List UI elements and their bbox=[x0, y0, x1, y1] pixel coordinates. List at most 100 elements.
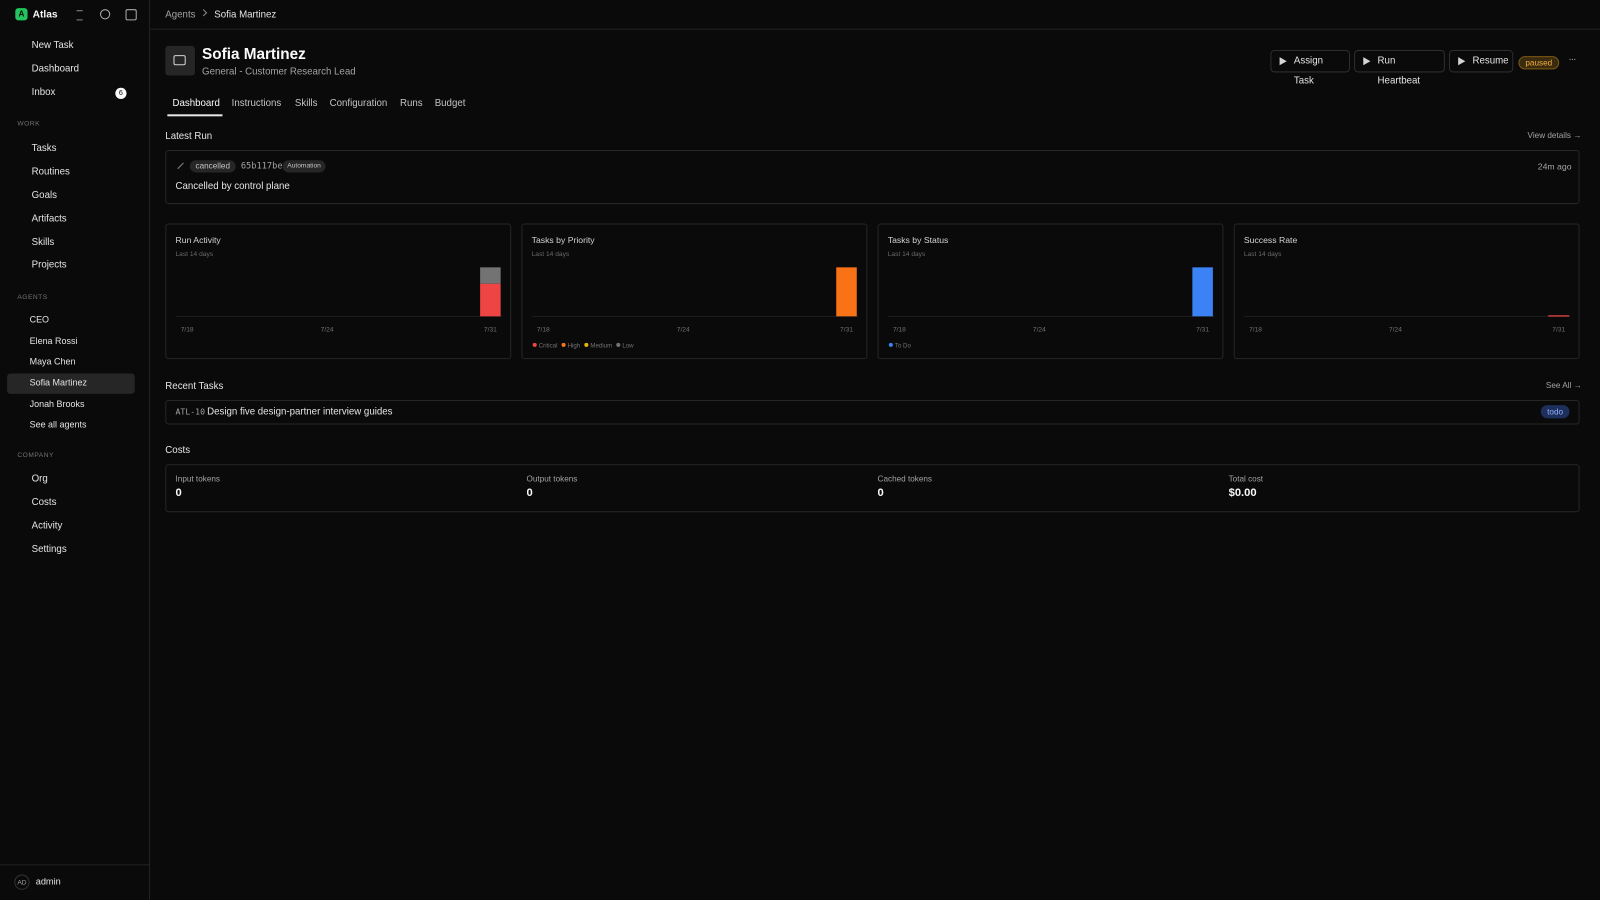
cost-value: 0 bbox=[175, 486, 182, 499]
sidebar-item[interactable]: See all agents bbox=[29, 419, 87, 430]
run-tag: Automation bbox=[282, 160, 326, 173]
sidebar-item[interactable]: Goals bbox=[31, 189, 57, 202]
chart-card: Run Activity Last 14 days 7/18 7/24 7/31 bbox=[165, 223, 512, 360]
sidebar-item[interactable]: Artifacts bbox=[31, 213, 67, 225]
button-icon bbox=[1279, 57, 1287, 66]
nav-item[interactable]: Inbox bbox=[31, 86, 56, 98]
tab[interactable]: Dashboard bbox=[172, 97, 220, 110]
cost-label: Total cost bbox=[1228, 474, 1264, 484]
active-item-bg bbox=[7, 373, 135, 394]
chart-subtitle: Last 14 days bbox=[532, 251, 570, 258]
chart-subtitle: Last 14 days bbox=[888, 251, 926, 258]
breadcrumb-link[interactable]: Agents bbox=[165, 9, 196, 21]
sidebar-toggle[interactable] bbox=[125, 9, 137, 21]
x-tick-label: 7/18 bbox=[181, 327, 194, 334]
tab[interactable]: Configuration bbox=[329, 97, 388, 110]
run-time: 24m ago bbox=[1537, 161, 1572, 172]
run-id: 65b117be bbox=[240, 161, 283, 172]
chart-title: Success Rate bbox=[1244, 235, 1298, 245]
task-row[interactable] bbox=[165, 400, 1580, 425]
bar bbox=[1192, 267, 1213, 317]
latest-run-card[interactable] bbox=[165, 150, 1580, 205]
sidebar-item[interactable]: Jonah Brooks bbox=[29, 398, 85, 410]
x-tick-label: 7/31 bbox=[1196, 327, 1209, 334]
legend-swatch bbox=[616, 342, 621, 347]
legend-swatch bbox=[888, 342, 893, 347]
sidebar-item[interactable]: Costs bbox=[31, 496, 57, 509]
x-tick-label: 7/31 bbox=[840, 327, 853, 334]
legend-swatch bbox=[584, 342, 589, 347]
costs-card bbox=[165, 464, 1580, 513]
chart-title: Tasks by Priority bbox=[532, 235, 596, 245]
agent-subtitle: General - Customer Research Lead bbox=[202, 66, 356, 78]
legend-label: Medium bbox=[590, 342, 612, 349]
topbar-border bbox=[150, 28, 1600, 30]
sidebar-item[interactable]: Sofia Martinez bbox=[29, 377, 87, 388]
rate-mark bbox=[1548, 315, 1570, 317]
sidebar-item[interactable]: Settings bbox=[31, 543, 67, 556]
workspace-name[interactable]: Atlas bbox=[32, 9, 58, 21]
task-title: Design five design-partner interview gui… bbox=[207, 406, 393, 418]
breadcrumb-sep bbox=[199, 9, 208, 17]
action-button[interactable]: Resume bbox=[1448, 50, 1514, 73]
section-title: Costs bbox=[165, 444, 191, 457]
cost-label: Input tokens bbox=[175, 474, 220, 484]
x-tick-label: 7/31 bbox=[484, 327, 497, 334]
chart-subtitle: Last 14 days bbox=[1244, 251, 1282, 258]
agent-name: Sofia Martinez bbox=[202, 45, 306, 64]
section-title: COMPANY bbox=[17, 452, 54, 460]
run-status-badge: cancelled bbox=[189, 160, 236, 173]
sidebar-item[interactable]: Activity bbox=[31, 520, 63, 532]
sidebar-item[interactable]: Projects bbox=[31, 259, 67, 271]
action-button[interactable]: Run Heartbeat bbox=[1354, 50, 1445, 87]
cost-label: Output tokens bbox=[526, 474, 578, 484]
x-tick-label: 7/24 bbox=[677, 327, 690, 334]
chart-title: Tasks by Status bbox=[888, 235, 949, 245]
tab[interactable]: Instructions bbox=[231, 97, 282, 110]
sidebar-footer-border bbox=[0, 864, 149, 866]
x-tick-label: 7/31 bbox=[1552, 327, 1565, 334]
legend-swatch bbox=[561, 342, 566, 347]
legend-label: High bbox=[568, 342, 581, 349]
agent-avatar-icon bbox=[173, 55, 186, 66]
x-tick-label: 7/24 bbox=[1033, 327, 1046, 334]
sidebar-item[interactable]: Elena Rossi bbox=[29, 335, 78, 346]
x-tick-label: 7/24 bbox=[321, 327, 334, 334]
sidebar-item[interactable]: Org bbox=[31, 473, 48, 485]
sidebar-item[interactable]: Routines bbox=[31, 166, 70, 178]
more-button[interactable]: ··· bbox=[1568, 54, 1576, 66]
sidebar-item[interactable]: Tasks bbox=[31, 142, 57, 155]
nav-item[interactable]: Dashboard bbox=[31, 63, 80, 75]
tab-underline bbox=[167, 114, 223, 116]
sidebar-item[interactable]: Maya Chen bbox=[29, 356, 76, 367]
task-status: todo bbox=[1540, 405, 1570, 419]
status-badge: paused bbox=[1518, 56, 1560, 70]
legend-label: Critical bbox=[539, 342, 558, 349]
bar bbox=[480, 283, 501, 317]
button-icon bbox=[1363, 57, 1371, 66]
sidebar-item[interactable]: CEO bbox=[29, 314, 50, 325]
user-name[interactable]: admin bbox=[35, 876, 61, 887]
agent-avatar bbox=[165, 45, 195, 76]
legend-swatch bbox=[532, 342, 537, 347]
tab[interactable]: Runs bbox=[400, 97, 423, 110]
chart-subtitle: Last 14 days bbox=[176, 251, 214, 258]
see-all-link[interactable]: See All → bbox=[1545, 380, 1582, 390]
sidebar-item[interactable]: Skills bbox=[31, 236, 55, 248]
tab[interactable]: Skills bbox=[294, 97, 318, 110]
nav-item[interactable]: New Task bbox=[31, 39, 74, 52]
workspace-switch[interactable] bbox=[76, 10, 83, 21]
cost-label: Cached tokens bbox=[877, 474, 933, 484]
user-avatar: AD bbox=[14, 874, 30, 890]
legend-label: Low bbox=[622, 342, 634, 349]
x-tick-label: 7/18 bbox=[893, 327, 906, 334]
action-button[interactable]: Assign Task bbox=[1270, 50, 1351, 87]
tab[interactable]: Budget bbox=[434, 97, 466, 110]
search-button[interactable] bbox=[100, 9, 111, 20]
x-tick-label: 7/18 bbox=[1249, 327, 1262, 334]
section-title: Recent Tasks bbox=[165, 380, 224, 392]
view-details-link[interactable]: View details → bbox=[1527, 130, 1582, 140]
chart: Success Rate Last 14 days 7/18 7/24 7/31 bbox=[1243, 235, 1571, 334]
workspace-avatar: A bbox=[15, 8, 28, 21]
